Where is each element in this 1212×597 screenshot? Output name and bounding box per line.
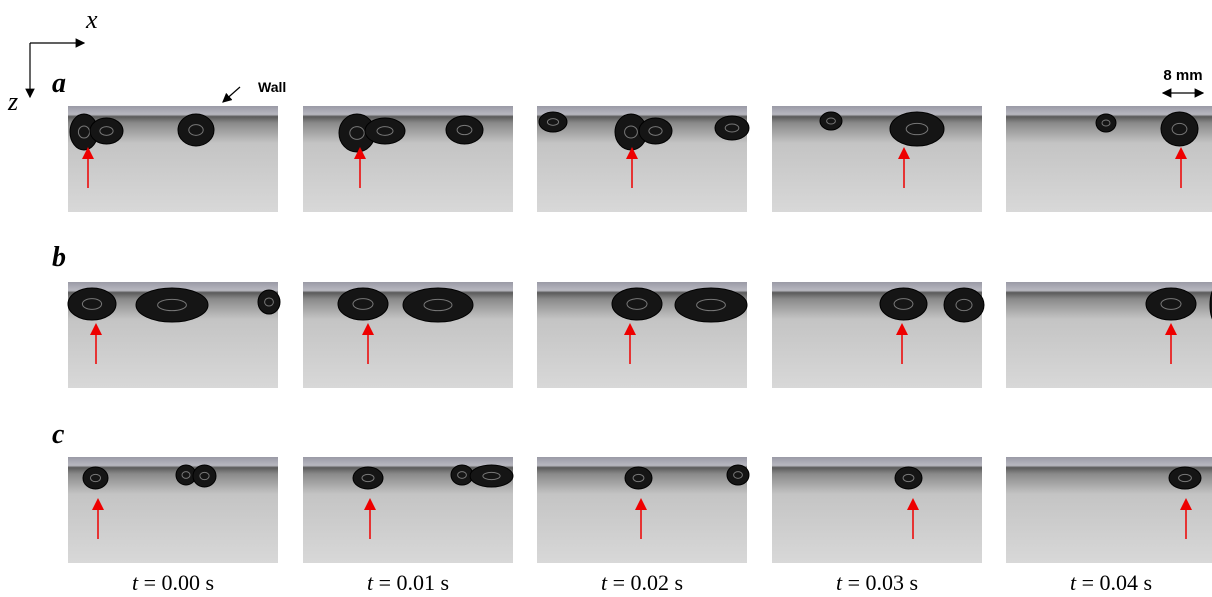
time-value: = 0.04 s [1082,570,1152,595]
bubble [890,112,944,146]
image-panel [772,106,982,212]
bubble [470,465,513,487]
coordinate-axes: x z [7,5,98,116]
image-panel [1006,106,1212,212]
time-value: = 0.02 s [613,570,683,595]
bubble [612,288,662,320]
bubble [353,467,383,489]
bubble [193,465,216,487]
image-panel [537,282,747,388]
image-panel [772,282,984,388]
scale-label: 8 mm [1163,67,1202,84]
time-value: = 0.00 s [144,570,214,595]
bubble [338,288,388,320]
bubble [625,467,652,489]
image-panel [68,106,278,212]
panels [68,106,1212,563]
bubble [675,288,747,322]
bubble [1096,114,1116,132]
time-variable: t [367,570,374,595]
image-panel [537,106,749,212]
bubble [727,465,749,485]
image-panel [772,457,982,563]
panel-background [772,106,982,212]
time-label: t = 0.02 s [601,570,683,595]
time-label: t = 0.03 s [836,570,918,595]
bubble [1161,112,1198,146]
time-variable: t [601,570,608,595]
bubble [880,288,927,320]
bubble [820,112,842,130]
time-variable: t [132,570,139,595]
image-panel [537,457,749,563]
bubble [90,118,123,144]
time-label: t = 0.04 s [1070,570,1152,595]
time-label: t = 0.00 s [132,570,214,595]
bubble [136,288,208,322]
panel-background [303,106,513,212]
bubble [83,467,108,489]
bubble [403,288,473,322]
time-variable: t [836,570,843,595]
figure: x z Wall 8 mm a b c t = 0.00 st = 0.01 s… [0,0,1212,597]
row-label: a [52,68,66,99]
bubble [639,118,672,144]
image-panel [1006,282,1212,388]
image-panel [303,106,513,212]
page: {"axes": {"x": "x", "z": "z"}, "annotati… [0,0,1212,597]
z-axis-label: z [7,87,18,116]
bubble [365,118,405,144]
panel-background [772,457,982,563]
bubble [258,290,280,314]
image-panel [303,457,513,563]
image-panel [68,282,280,388]
time-label: t = 0.01 s [367,570,449,595]
bubble [68,288,116,320]
bubble [539,112,567,132]
image-panel [303,282,513,388]
time-variable: t [1070,570,1077,595]
x-axis-label: x [85,5,98,34]
bubble [895,467,922,489]
image-panel [68,457,278,563]
bubble [178,114,214,146]
bubble [1169,467,1201,489]
bubble [944,288,984,322]
time-value: = 0.03 s [848,570,918,595]
row-label: b [52,242,66,273]
bubble [715,116,749,140]
image-panel [1006,457,1212,563]
wall-label: Wall [258,79,286,95]
time-value: = 0.01 s [379,570,449,595]
bubble [446,116,483,144]
bubble [1146,288,1196,320]
row-label: c [52,419,65,450]
wall-arrow [223,87,240,102]
